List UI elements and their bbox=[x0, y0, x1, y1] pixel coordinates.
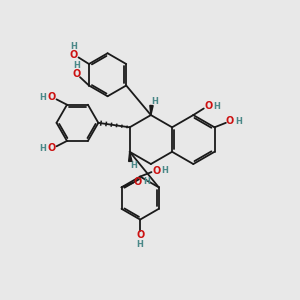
Polygon shape bbox=[150, 105, 153, 115]
Text: O: O bbox=[47, 143, 56, 153]
Text: O: O bbox=[226, 116, 234, 126]
Text: H: H bbox=[73, 61, 80, 70]
Text: H: H bbox=[70, 43, 77, 52]
Polygon shape bbox=[129, 152, 132, 161]
Text: H: H bbox=[39, 144, 46, 153]
Text: H: H bbox=[213, 102, 220, 111]
Text: H: H bbox=[235, 117, 242, 126]
Text: H: H bbox=[152, 98, 158, 106]
Text: O: O bbox=[204, 101, 212, 111]
Text: O: O bbox=[152, 166, 161, 176]
Text: O: O bbox=[134, 177, 142, 187]
Text: O: O bbox=[136, 230, 144, 240]
Text: O: O bbox=[72, 69, 81, 79]
Text: H: H bbox=[143, 178, 150, 187]
Text: O: O bbox=[70, 50, 78, 60]
Text: H: H bbox=[137, 240, 144, 249]
Text: H: H bbox=[161, 166, 168, 175]
Text: H: H bbox=[39, 93, 46, 102]
Text: H: H bbox=[130, 161, 137, 170]
Text: O: O bbox=[47, 92, 56, 102]
